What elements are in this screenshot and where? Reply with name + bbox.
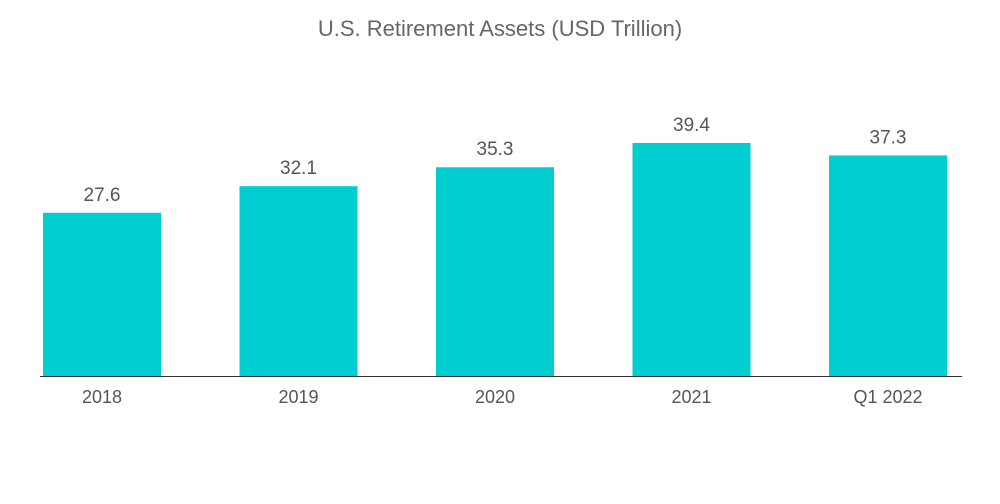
bar-2020 [436, 167, 554, 376]
x-tick-label: Q1 2022 [853, 387, 922, 407]
value-label: 27.6 [84, 185, 121, 206]
x-tick-label: 2018 [82, 387, 122, 407]
x-tick-label: 2019 [278, 387, 318, 407]
value-label: 39.4 [673, 115, 710, 136]
bar-2018 [43, 212, 161, 376]
chart-title: U.S. Retirement Assets (USD Trillion) [317, 16, 683, 41]
value-label: 37.3 [870, 127, 907, 148]
x-tick-label: 2021 [671, 387, 711, 407]
x-tick-label: 2020 [475, 387, 515, 407]
bar-2021 [632, 143, 751, 376]
value-label: 35.3 [477, 139, 514, 160]
bar-2019 [239, 186, 358, 376]
bar-q1-2022 [829, 155, 947, 376]
value-label: 32.1 [280, 158, 317, 179]
